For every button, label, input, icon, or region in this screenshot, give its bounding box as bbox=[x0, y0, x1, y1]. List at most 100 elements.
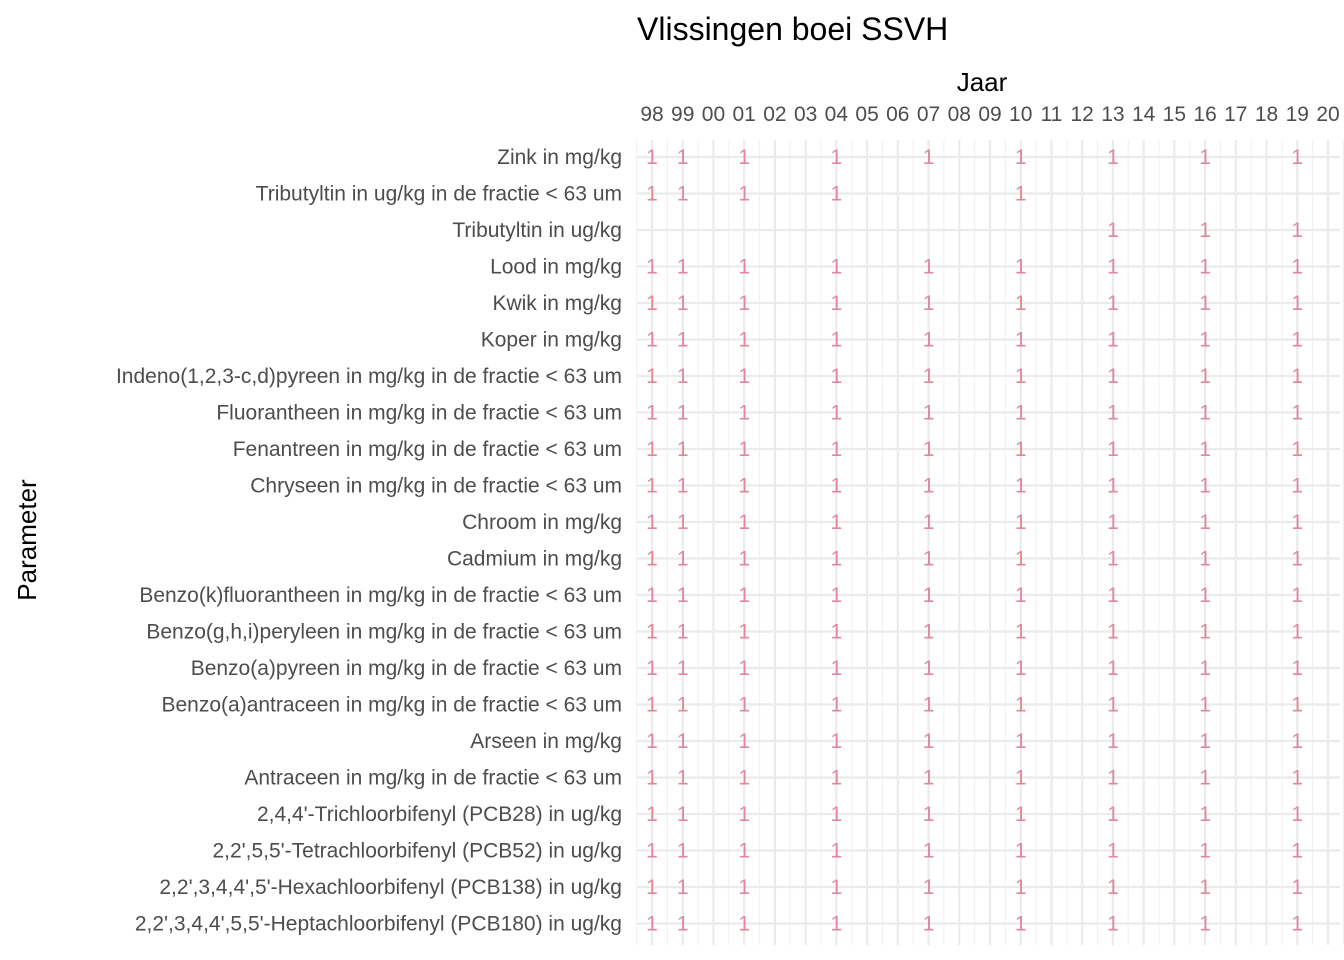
count-label: 1 bbox=[831, 475, 843, 498]
count-label: 1 bbox=[677, 146, 689, 169]
count-label: 1 bbox=[677, 329, 689, 352]
count-label: 1 bbox=[1015, 256, 1027, 279]
count-label: 1 bbox=[1107, 438, 1119, 461]
y-axis-title: Parameter bbox=[12, 479, 42, 601]
count-label: 1 bbox=[1107, 256, 1119, 279]
count-label: 1 bbox=[677, 438, 689, 461]
count-label: 1 bbox=[831, 402, 843, 425]
y-tick-label: Cadmium in mg/kg bbox=[447, 548, 622, 571]
count-label: 1 bbox=[923, 876, 935, 899]
count-label: 1 bbox=[1107, 913, 1119, 936]
count-label: 1 bbox=[1291, 840, 1303, 863]
y-tick-label: 2,4,4'-Trichloorbifenyl (PCB28) in ug/kg bbox=[257, 803, 622, 826]
x-tick-label: 16 bbox=[1193, 103, 1216, 126]
count-label: 1 bbox=[923, 402, 935, 425]
count-label: 1 bbox=[831, 621, 843, 644]
count-label: 1 bbox=[831, 438, 843, 461]
count-label: 1 bbox=[1291, 329, 1303, 352]
count-label: 1 bbox=[677, 767, 689, 790]
count-label: 1 bbox=[1107, 329, 1119, 352]
count-label: 1 bbox=[1291, 402, 1303, 425]
count-label: 1 bbox=[738, 767, 750, 790]
count-label: 1 bbox=[1015, 438, 1027, 461]
count-label: 1 bbox=[1199, 730, 1211, 753]
x-tick-label: 11 bbox=[1041, 103, 1063, 126]
count-label: 1 bbox=[646, 730, 658, 753]
count-label: 1 bbox=[1199, 803, 1211, 826]
chart-title: Vlissingen boei SSVH bbox=[637, 11, 948, 47]
count-label: 1 bbox=[738, 730, 750, 753]
count-label: 1 bbox=[1199, 146, 1211, 169]
count-label: 1 bbox=[923, 730, 935, 753]
y-tick-label: Benzo(k)fluorantheen in mg/kg in de frac… bbox=[139, 584, 622, 607]
count-label: 1 bbox=[1291, 256, 1303, 279]
count-label: 1 bbox=[831, 256, 843, 279]
x-tick-label: 09 bbox=[978, 103, 1001, 126]
count-label: 1 bbox=[1291, 146, 1303, 169]
cells-layer: 1 1 1 1 1 1 1 1 1 1 1 1 1 1 1 1 1 1 1 1 1 1 1 1 1 1 1 1 1 1 1 1 1 1 1 1 1 1 1 1… bbox=[646, 146, 1303, 936]
x-tick-label: 00 bbox=[702, 103, 725, 126]
count-label: 1 bbox=[738, 584, 750, 607]
y-tick-label: Fluorantheen in mg/kg in de fractie < 63… bbox=[216, 402, 622, 425]
count-label: 1 bbox=[646, 621, 658, 644]
count-label: 1 bbox=[1199, 657, 1211, 680]
count-label: 1 bbox=[923, 767, 935, 790]
count-label: 1 bbox=[1199, 365, 1211, 388]
count-label: 1 bbox=[738, 548, 750, 571]
count-label: 1 bbox=[646, 767, 658, 790]
count-label: 1 bbox=[923, 840, 935, 863]
count-label: 1 bbox=[738, 256, 750, 279]
y-tick-label: 2,2',3,4,4',5'-Hexachloorbifenyl (PCB138… bbox=[159, 876, 622, 899]
count-label: 1 bbox=[677, 292, 689, 315]
y-tick-label: Fenantreen in mg/kg in de fractie < 63 u… bbox=[233, 438, 622, 461]
x-tick-label: 01 bbox=[733, 103, 756, 126]
count-label: 1 bbox=[1107, 548, 1119, 571]
count-label: 1 bbox=[1199, 584, 1211, 607]
count-label: 1 bbox=[923, 621, 935, 644]
count-label: 1 bbox=[1199, 402, 1211, 425]
count-label: 1 bbox=[1015, 913, 1027, 936]
count-label: 1 bbox=[738, 365, 750, 388]
count-label: 1 bbox=[677, 511, 689, 534]
count-label: 1 bbox=[923, 146, 935, 169]
count-label: 1 bbox=[738, 913, 750, 936]
count-label: 1 bbox=[677, 913, 689, 936]
count-label: 1 bbox=[831, 365, 843, 388]
count-label: 1 bbox=[1015, 329, 1027, 352]
x-tick-label: 99 bbox=[671, 103, 694, 126]
count-label: 1 bbox=[1199, 913, 1211, 936]
count-label: 1 bbox=[1291, 876, 1303, 899]
count-label: 1 bbox=[1015, 365, 1027, 388]
count-label: 1 bbox=[646, 146, 658, 169]
count-label: 1 bbox=[1015, 876, 1027, 899]
count-label: 1 bbox=[923, 475, 935, 498]
count-label: 1 bbox=[677, 584, 689, 607]
count-label: 1 bbox=[1107, 840, 1119, 863]
count-label: 1 bbox=[738, 329, 750, 352]
count-label: 1 bbox=[1107, 730, 1119, 753]
y-tick-label: Chroom in mg/kg bbox=[462, 511, 622, 534]
x-tick-label: 04 bbox=[825, 103, 849, 126]
count-label: 1 bbox=[1291, 767, 1303, 790]
count-label: 1 bbox=[1199, 548, 1211, 571]
y-tick-label: 2,2',5,5'-Tetrachloorbifenyl (PCB52) in … bbox=[212, 840, 622, 863]
count-label: 1 bbox=[738, 840, 750, 863]
x-tick-label: 98 bbox=[640, 103, 663, 126]
count-label: 1 bbox=[646, 840, 658, 863]
count-label: 1 bbox=[646, 183, 658, 206]
count-label: 1 bbox=[1015, 730, 1027, 753]
x-tick-label: 17 bbox=[1224, 103, 1247, 126]
count-label: 1 bbox=[677, 183, 689, 206]
count-label: 1 bbox=[1107, 621, 1119, 644]
y-tick-label: Chryseen in mg/kg in de fractie < 63 um bbox=[250, 475, 622, 498]
count-label: 1 bbox=[646, 438, 658, 461]
y-tick-label: 2,2',3,4,4',5,5'-Heptachloorbifenyl (PCB… bbox=[135, 913, 622, 936]
count-label: 1 bbox=[1015, 803, 1027, 826]
count-label: 1 bbox=[1015, 183, 1027, 206]
count-label: 1 bbox=[646, 329, 658, 352]
count-label: 1 bbox=[831, 548, 843, 571]
count-label: 1 bbox=[1199, 694, 1211, 717]
x-tick-label: 10 bbox=[1009, 103, 1032, 126]
count-label: 1 bbox=[1015, 292, 1027, 315]
